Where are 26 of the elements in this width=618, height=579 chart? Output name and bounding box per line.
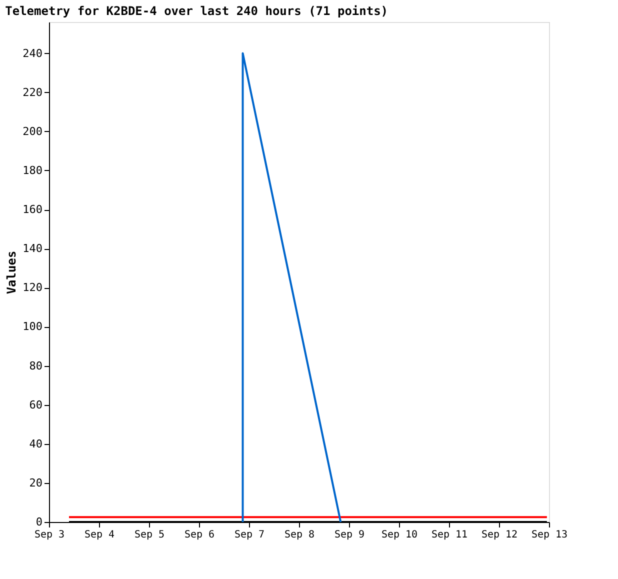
y-tick-label: 220: [22, 86, 42, 99]
x-tick-label: Sep 5: [134, 530, 165, 540]
chart-title: Telemetry for K2BDE-4 over last 240 hours (71 points): [5, 4, 388, 18]
y-tick-label: 20: [29, 476, 42, 490]
y-tick-label: 120: [22, 281, 42, 294]
x-tick-label: Sep 11: [431, 530, 468, 540]
y-tick-label: 100: [22, 320, 42, 334]
x-tick-label: Sep 10: [381, 530, 418, 540]
y-tick-label: 160: [22, 203, 42, 216]
x-tick-label: Sep 7: [234, 530, 265, 540]
y-tick-label: 180: [22, 164, 42, 177]
x-tick-label: Sep 9: [334, 530, 365, 540]
y-tick-label: 0: [36, 516, 42, 528]
x-tick-label: Sep 8: [284, 530, 315, 540]
x-tick-label: Sep 12: [481, 530, 518, 540]
y-tick-label: 60: [29, 398, 42, 412]
x-tick-label: Sep 4: [84, 530, 115, 540]
y-tick-label: 40: [29, 437, 42, 450]
x-tick-label: Sep 6: [184, 530, 215, 540]
y-tick-label: 140: [22, 242, 42, 256]
y-axis-title: Values: [4, 250, 19, 294]
y-tick-label: 80: [29, 359, 42, 372]
x-tick-label: Sep 3: [34, 530, 65, 540]
y-tick-label: 200: [22, 124, 42, 138]
x-tick-label: Sep 13: [531, 530, 568, 540]
y-tick-label: 240: [22, 46, 42, 60]
